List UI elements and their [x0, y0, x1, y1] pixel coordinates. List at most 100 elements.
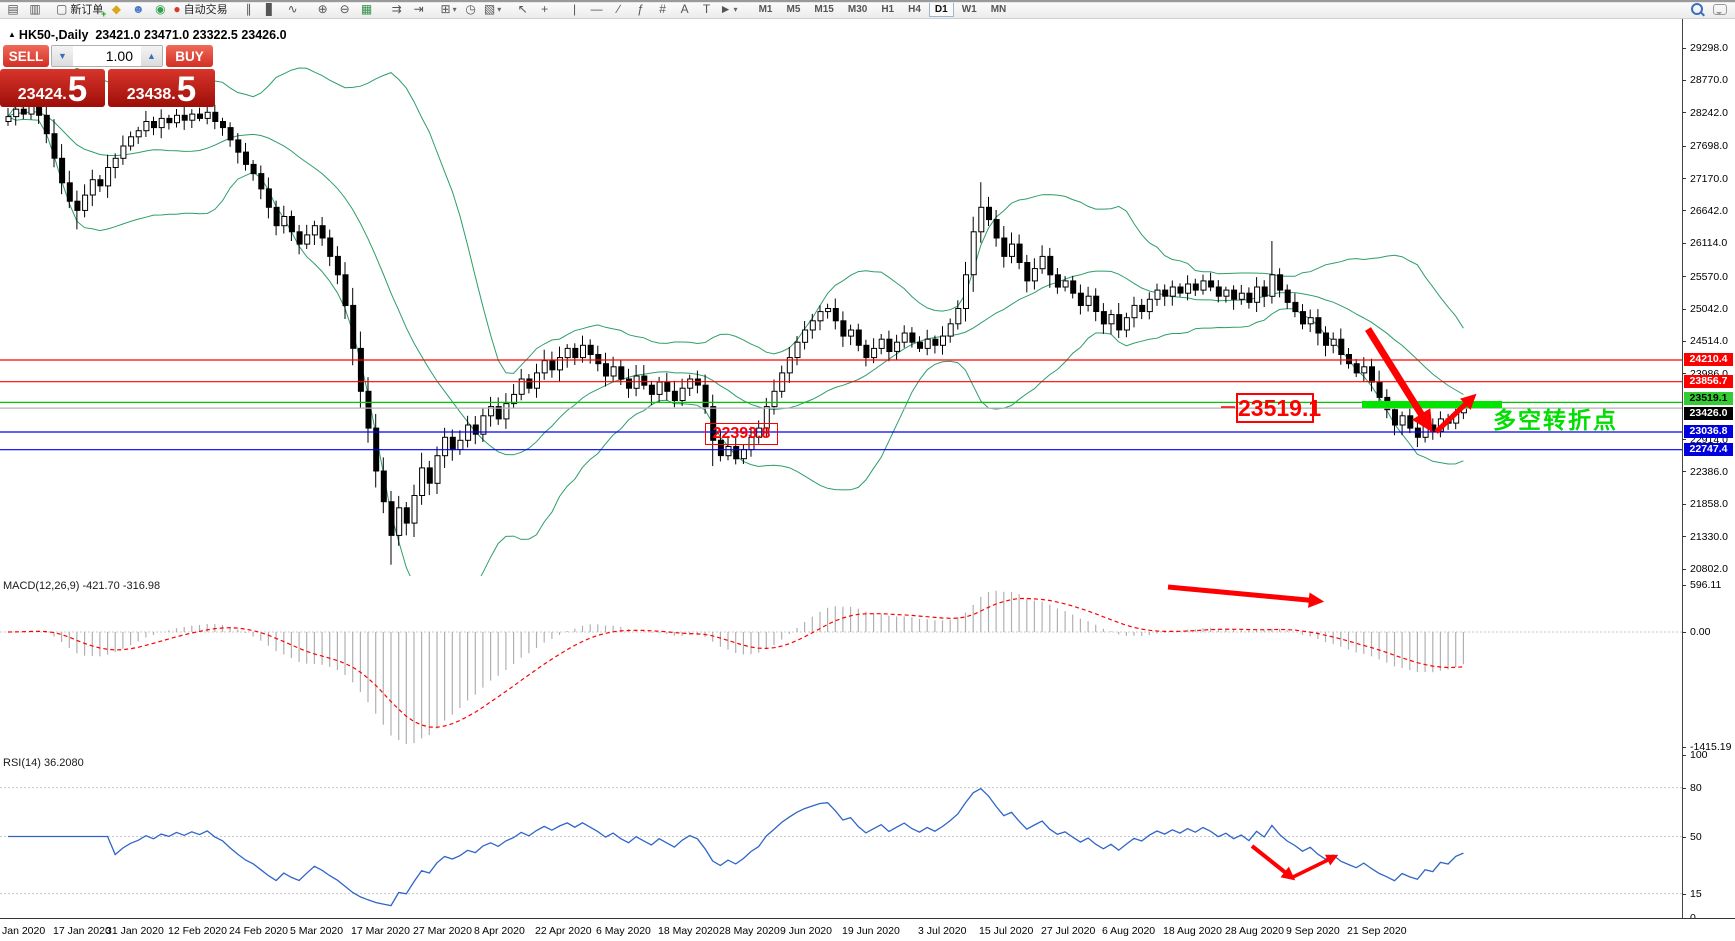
draw-text-icon: A [680, 2, 689, 16]
price-tick-label: 29298.0 [1690, 42, 1728, 54]
data-window-button[interactable]: ▥ [24, 1, 46, 18]
cursor-icon: ↖ [517, 2, 528, 16]
zoom-in-icon: ⊕ [317, 2, 328, 16]
draw-label-button[interactable]: T [696, 1, 718, 18]
tile-windows-icon: ▦ [360, 2, 373, 16]
timeframe-M15[interactable]: M15 [814, 3, 834, 15]
tile-windows-button[interactable]: ▦ [356, 1, 378, 18]
price-tick-mark [1682, 568, 1686, 570]
panel-separator[interactable] [0, 0, 1735, 3]
toolbar-right [1691, 3, 1727, 15]
draw-grid-button[interactable]: # [652, 1, 674, 18]
time-axis[interactable]: Jan 2020 17 Jan 2020 31 Jan 2020 12 Feb 202… [0, 918, 1735, 941]
search-icon[interactable] [1691, 3, 1703, 15]
buy-price-dot: . [171, 86, 176, 103]
timeframe-M5[interactable]: M5 [786, 3, 801, 15]
draw-hline-button[interactable]: — [586, 1, 608, 18]
timeframe-D1[interactable]: D1 [928, 1, 954, 17]
rsi-current-value: 36.2080 [43, 757, 84, 769]
chart-shift-button[interactable]: ⇥ [408, 1, 430, 18]
experts-button[interactable]: ☻ [127, 1, 149, 18]
auto-scroll-button[interactable]: ⇉ [386, 1, 408, 18]
rsi-tick-label: 80 [1690, 781, 1702, 794]
timeframe-H4[interactable]: H4 [908, 3, 921, 15]
timeframe-M1[interactable]: M1 [758, 3, 773, 15]
pivot-annotation-text[interactable]: 多空转折点 [1493, 407, 1618, 433]
date-label: 3 Jul 2020 [918, 925, 967, 937]
zoom-out-button[interactable]: ⊖ [334, 1, 356, 18]
sell-button[interactable]: SELL [3, 45, 49, 67]
date-label: 18 Aug 2020 [1163, 925, 1222, 937]
price-tick-mark [1682, 112, 1686, 114]
new-order-label: 新订单 [70, 4, 104, 16]
chart-ohlc-values: 23421.0 23471.0 23322.5 23426.0 [95, 28, 287, 42]
price-level-badge: 22747.4 [1684, 442, 1733, 456]
buy-button[interactable]: BUY [166, 45, 213, 67]
price-tick-mark [1682, 536, 1686, 538]
plus-overlay-icon: + [101, 8, 107, 19]
cycles-button[interactable]: ◷ [460, 1, 482, 18]
new-chart-button[interactable]: ⊞ ▾ [438, 1, 460, 18]
main-price-chart[interactable] [0, 19, 1682, 576]
timeframe-W1[interactable]: W1 [961, 3, 977, 15]
support-level-label-22393[interactable]: 22393.8 [705, 423, 778, 445]
rsi-panel[interactable] [0, 755, 1682, 918]
price-tick-mark [1682, 47, 1686, 49]
autotrading-button[interactable]: ● 自动交易 [171, 1, 229, 18]
volume-down-button[interactable]: ▼ [52, 46, 73, 66]
profiles-icon: ▧ [483, 2, 496, 16]
chevron-down-icon: ▾ [452, 4, 457, 14]
rsi-tick-label: 50 [1690, 830, 1702, 843]
chart-candles-icon: ▋ [265, 2, 276, 16]
price-tick-mark [1682, 439, 1686, 440]
date-label: 12 Feb 2020 [168, 925, 227, 937]
cursor-button[interactable]: ↖ [512, 1, 534, 18]
sell-price-big-digit: 5 [67, 70, 88, 110]
draw-trendline-button[interactable]: ∕ [608, 1, 630, 18]
draw-text-button[interactable]: A [674, 1, 696, 18]
chart-line-icon: ∿ [287, 2, 298, 16]
draw-fibonacci-icon: ƒ [637, 2, 644, 16]
draw-vline-button[interactable]: | [564, 1, 586, 18]
chart-candles-button[interactable]: ▋ [260, 1, 282, 18]
toolbar-buttons: ▤ ▥ ▢ + 新订单 ◆ ☻ ◉ ● 自动交易 ∥ ▋ ∿ ⊕ ⊖ ▦ ⇉ ⇥ ⊞ ▾ ◷ ▧ ▾ ↖ + | — ∕ ƒ # A T ► ▾ [2, 0, 748, 18]
price-level-badge: 23426.0 [1684, 407, 1733, 421]
macd-tick-label: 596.11 [1690, 579, 1722, 591]
profiles-button[interactable]: ▧ ▾ [482, 1, 504, 18]
buy-price-button[interactable]: 23438. 5 [108, 69, 215, 107]
date-label: 5 Mar 2020 [290, 925, 344, 937]
zoom-in-button[interactable]: ⊕ [312, 1, 334, 18]
sell-price-button[interactable]: 23424. 5 [0, 69, 105, 107]
auto-scroll-icon: ⇉ [391, 2, 402, 16]
date-label: 28 May 2020 [719, 925, 780, 937]
timeframe-H1[interactable]: H1 [881, 3, 895, 15]
crosshair-button[interactable]: + [534, 1, 556, 18]
date-label: 27 Jul 2020 [1041, 925, 1096, 937]
timeframe-MN[interactable]: MN [990, 3, 1007, 15]
price-tick-label: 25042.0 [1690, 303, 1728, 315]
date-label: 27 Mar 2020 [413, 925, 472, 937]
draw-arrows-button[interactable]: ► ▾ [718, 1, 740, 18]
support-level-label-23519[interactable]: 23519.1 [1236, 393, 1322, 423]
symbol-triangle-icon[interactable]: ▲ [8, 30, 16, 39]
volume-input[interactable]: 1.00 [105, 48, 133, 64]
price-axis-line [1682, 19, 1683, 918]
chart-bars-button[interactable]: ∥ [238, 1, 260, 18]
macd-panel[interactable] [0, 578, 1682, 753]
buy-price-big-digit: 5 [176, 70, 197, 110]
draw-fibonacci-button[interactable]: ƒ [630, 1, 652, 18]
new-order-icon: ▢ [56, 2, 68, 16]
chart-line-button[interactable]: ∿ [282, 1, 304, 18]
market-watch-button[interactable]: ▤ [2, 1, 24, 18]
metaeditor-button[interactable]: ◆ [105, 1, 127, 18]
signals-button[interactable]: ◉ [149, 1, 171, 18]
date-label: 19 Jun 2020 [842, 925, 900, 937]
timeframe-M30[interactable]: M30 [847, 3, 868, 15]
new-order-button[interactable]: ▢ + 新订单 [54, 1, 107, 19]
volume-up-button[interactable]: ▲ [141, 46, 162, 66]
market-watch-icon: ▤ [7, 2, 19, 16]
rsi-label: RSI(14) 36.2080 [3, 757, 84, 769]
chat-icon[interactable] [1713, 3, 1727, 15]
toolbar: ▤ ▥ ▢ + 新订单 ◆ ☻ ◉ ● 自动交易 ∥ ▋ ∿ ⊕ ⊖ ▦ ⇉ ⇥ ⊞ ▾ ◷ ▧ ▾ ↖ + | — ∕ ƒ # A T ► ▾ … [0, 0, 1735, 19]
